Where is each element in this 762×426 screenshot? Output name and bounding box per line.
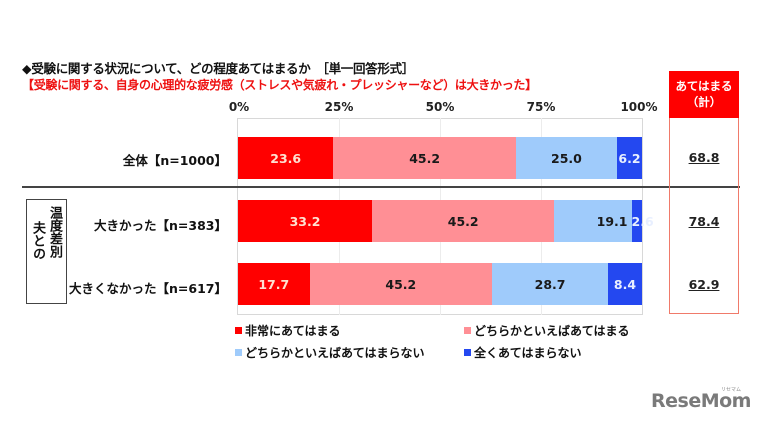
bar-overall: 23.6 45.2 25.0 6.2 [238,137,642,179]
bar-segment-very-true: 23.6 [238,137,334,179]
legend-label: どちらかといえばあてはまる [474,324,630,338]
chart-title: ◆受験に関する状況について、どの程度あてはまるか ［単一回答形式］ [22,61,414,76]
x-tick-75: 75% [526,100,556,114]
total-column-box [669,118,739,314]
bar-segment-not-true: 8.4 [608,263,642,305]
legend-swatch-icon [235,327,242,334]
row-label-overall: 全体【n=1000】 [122,153,227,168]
bar-segment-not-true: 2.6 [631,200,654,242]
total-value-large-gap: 78.4 [688,214,720,229]
x-tick-25: 25% [324,100,354,114]
total-value-small-gap: 62.9 [688,277,720,292]
bar-segment-somewhat-untrue: 25.0 [515,137,617,179]
x-tick-100: 100% [620,100,658,114]
row-label-small-gap: 大きくなかった【n=617】 [69,281,227,296]
total-header-line1: あてはまる [675,79,733,93]
legend-swatch-icon [235,349,242,356]
bar-small-gap: 17.7 45.2 28.7 8.4 [238,263,642,305]
legend-item-very-true: 非常にあてはまる [235,322,341,339]
total-header-line2: （計） [686,95,722,109]
chart-subtitle: 【受験に関する、自身の心理的な疲労感（ストレスや気疲れ・プレッシャーなど）は大き… [22,78,537,92]
group-label-line2: 温度差別 [47,206,62,258]
group-label-box [26,199,67,304]
legend-item-not-true: 全くあてはまらない [464,344,582,361]
group-label-line1: 夫との [30,221,45,260]
total-value-overall: 68.8 [688,150,720,165]
row-label-large-gap: 大きかった【n=383】 [94,218,227,233]
bar-segment-somewhat-true: 45.2 [333,137,516,179]
legend-item-somewhat-untrue: どちらかといえばあてはまらない [235,344,425,361]
legend-swatch-icon [464,327,471,334]
bar-segment-somewhat-true: 45.2 [372,200,555,242]
x-tick-0: 0% [228,100,250,114]
legend-swatch-icon [464,349,471,356]
total-column-header: あてはまる （計） [669,71,739,118]
bar-segment-somewhat-untrue: 19.1 [554,200,632,242]
x-tick-50: 50% [425,100,455,114]
bar-segment-very-true: 17.7 [238,263,310,305]
bar-segment-somewhat-true: 45.2 [309,263,493,305]
legend-label: 全くあてはまらない [474,346,582,360]
group-divider [22,186,740,188]
bar-segment-somewhat-untrue: 28.7 [492,263,609,305]
bar-large-gap: 33.2 45.2 19.1 2.6 [238,200,654,242]
legend-label: どちらかといえばあてはまらない [245,346,425,360]
resemom-logo: ReseMom [651,390,751,412]
resemom-logo-kana: リセマム [721,387,742,393]
legend-item-somewhat-true: どちらかといえばあてはまる [464,322,630,339]
bar-segment-very-true: 33.2 [238,200,372,242]
legend-label: 非常にあてはまる [245,324,341,338]
bar-segment-not-true: 6.2 [616,137,642,179]
